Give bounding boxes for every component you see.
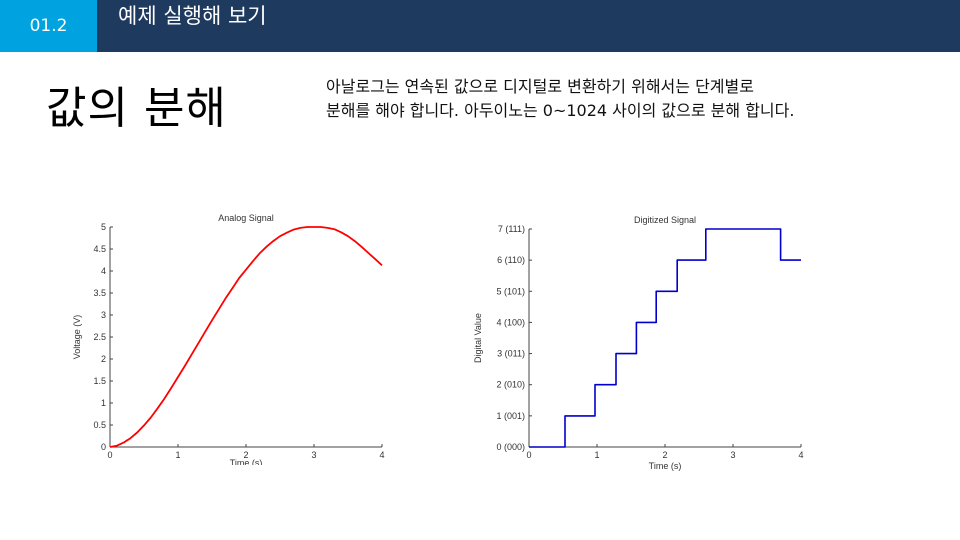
y-tick-label: 0 (000) xyxy=(496,442,525,452)
y-tick-label: 4 (100) xyxy=(496,317,525,327)
analog-signal-chart: Analog Signal 0 0.5 1 1.5 2 2.5 3 3.5 4 4.5 5 0 1 2 3 4 T… xyxy=(72,213,385,465)
description-line-1: 아날로그는 연속된 값으로 디지털로 변환하기 위해서는 단계별로 xyxy=(326,77,754,96)
x-tick-label: 1 xyxy=(594,450,599,460)
x-tick-label: 0 xyxy=(526,450,531,460)
y-axis-label: Voltage (V) xyxy=(72,315,82,360)
digitized-signal-chart: Digitized Signal 0 (000) 1 (001) 2 (010) 3 (… xyxy=(473,215,804,471)
y-tick-label: 0 xyxy=(101,442,106,452)
y-tick-label: 4 xyxy=(101,266,106,276)
description: 아날로그는 연속된 값으로 디지털로 변환하기 위해서는 단계별로 분해를 해야… xyxy=(326,75,926,123)
y-tick-label: 2.5 xyxy=(93,332,106,342)
x-tick-label: 2 xyxy=(662,450,667,460)
y-tick-label: 2 xyxy=(101,354,106,364)
x-tick-label: 3 xyxy=(730,450,735,460)
x-tick-label: 1 xyxy=(175,450,180,460)
x-tick-label: 0 xyxy=(107,450,112,460)
chart-title: Analog Signal xyxy=(218,213,274,223)
y-tick-label: 1 xyxy=(101,398,106,408)
x-tick-label: 2 xyxy=(243,450,248,460)
x-axis-label: Time (s) xyxy=(649,461,682,471)
y-tick-label: 7 (111) xyxy=(498,224,525,234)
x-tick-label: 4 xyxy=(379,450,384,460)
section-number: 01.2 xyxy=(0,0,97,52)
description-line-2: 분해를 해야 합니다. 아두이노는 0~1024 사이의 값으로 분해 합니다. xyxy=(326,101,795,120)
y-tick-label: 3 xyxy=(101,310,106,320)
y-tick-label: 5 xyxy=(101,222,106,232)
y-tick-label: 6 (110) xyxy=(497,255,525,265)
header-title: 예제 실행해 보기 xyxy=(118,4,267,28)
x-axis-label: Time (s) xyxy=(230,458,263,465)
x-tick-label: 3 xyxy=(311,450,316,460)
x-tick-label: 4 xyxy=(798,450,803,460)
series-line-0 xyxy=(529,228,801,448)
y-tick-label: 5 (101) xyxy=(496,286,525,296)
y-tick-label: 3 (011) xyxy=(497,349,525,359)
chart-title: Digitized Signal xyxy=(634,215,696,225)
y-axis-label: Digital Value xyxy=(473,313,483,363)
header-bar: 01.2 예제 실행해 보기 xyxy=(0,0,960,52)
y-tick-label: 1.5 xyxy=(93,376,106,386)
slide-title: 값의 분해 xyxy=(46,83,227,134)
y-tick-label: 1 (001) xyxy=(496,411,525,421)
y-tick-label: 3.5 xyxy=(93,288,106,298)
y-tick-label: 4.5 xyxy=(93,244,106,254)
series-line-0 xyxy=(109,226,383,448)
y-tick-label: 0.5 xyxy=(93,420,106,430)
y-tick-label: 2 (010) xyxy=(496,380,525,390)
